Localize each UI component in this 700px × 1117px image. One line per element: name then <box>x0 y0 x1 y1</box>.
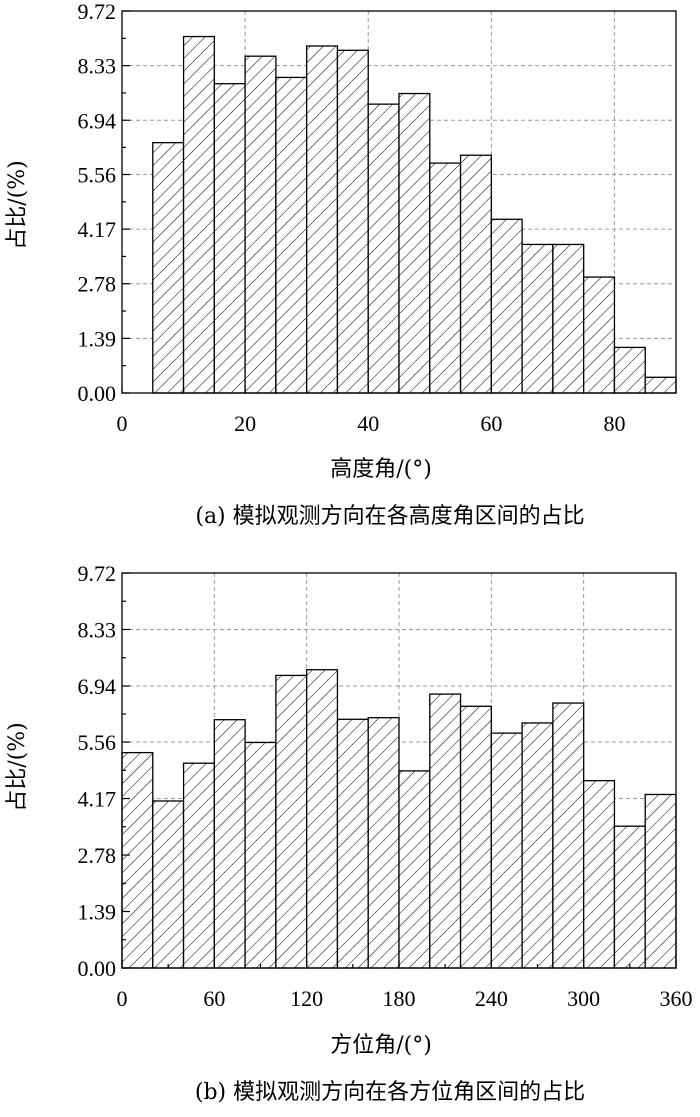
histogram-bar <box>182 762 215 969</box>
y-tick-label: 5.56 <box>78 730 117 755</box>
histogram-bar <box>613 825 646 969</box>
histogram-bar <box>244 55 277 394</box>
y-tick-label: 0.00 <box>78 381 117 406</box>
y-tick-label: 1.39 <box>78 326 117 351</box>
x-tick-label: 40 <box>357 411 379 436</box>
y-tick-label: 9.72 <box>78 0 117 24</box>
histogram-bar <box>459 705 492 969</box>
histogram-bar <box>398 92 431 394</box>
histogram-bar <box>459 154 492 394</box>
histogram-bar <box>521 243 554 394</box>
x-tick-label: 60 <box>480 411 502 436</box>
histogram-bar <box>306 45 339 394</box>
histogram-bar <box>336 718 369 969</box>
histogram-bar <box>244 741 277 969</box>
histogram-bar <box>583 780 616 969</box>
histogram-bar <box>121 751 154 969</box>
histogram-bar <box>644 376 677 394</box>
y-tick-label: 4.17 <box>78 787 117 812</box>
x-tick-label: 20 <box>234 411 256 436</box>
histogram-bar <box>398 770 431 969</box>
histogram-bar <box>367 717 400 969</box>
histogram-bar <box>490 218 523 394</box>
histogram-bar <box>490 732 523 969</box>
histogram-bar <box>521 722 554 969</box>
elevation-histogram: 0.00 1.39 2.78 4.17 5.56 6.94 8.33 9.72 0 20 40 60 8… <box>5 0 677 529</box>
histogram-bar <box>552 702 585 969</box>
x-tick-label: 0 <box>117 411 128 436</box>
y-tick-label: 1.39 <box>78 900 117 925</box>
x-tick-label: 300 <box>567 986 600 1011</box>
histogram-bar <box>367 103 400 394</box>
x-tick-label: 240 <box>475 986 508 1011</box>
x-tick-label: 360 <box>660 986 693 1011</box>
azimuth-histogram: 0.00 1.39 2.78 4.17 5.56 6.94 8.33 9.72 0 60 120 18… <box>5 562 693 1105</box>
histogram-bar <box>182 35 215 394</box>
histogram-bar <box>152 800 185 969</box>
figure-b: 0.00 1.39 2.78 4.17 5.56 6.94 8.33 9.72 0 60 120 18… <box>0 562 700 1117</box>
y-tick-label: 5.56 <box>78 162 117 187</box>
histogram-bar <box>613 346 646 394</box>
x-tick-label: 80 <box>603 411 625 436</box>
y-tick-label: 8.33 <box>78 54 117 79</box>
x-tick-label: 60 <box>203 986 225 1011</box>
y-tick-label: 2.78 <box>78 272 117 297</box>
histogram-bar <box>429 162 462 394</box>
y-tick-label: 0.00 <box>78 956 117 981</box>
y-axis-title: 占比/(%) <box>5 160 30 249</box>
histogram-bar <box>336 49 369 394</box>
histogram-bar <box>152 142 185 394</box>
y-tick-label: 2.78 <box>78 843 117 868</box>
x-axis-title: 高度角/(°) <box>330 457 432 482</box>
histogram-bar <box>213 719 246 969</box>
y-tick-label: 6.94 <box>78 108 117 133</box>
y-tick-label: 9.72 <box>78 562 117 586</box>
figure-caption: (a) 模拟观测方向在各高度角区间的占比 <box>195 504 584 529</box>
x-tick-label: 0 <box>117 986 128 1011</box>
histogram-bar <box>306 669 339 969</box>
histogram-bar <box>429 693 462 969</box>
x-tick-label: 120 <box>290 986 323 1011</box>
figure-caption: (b) 模拟观测方向在各方位角区间的占比 <box>195 1080 585 1105</box>
histogram-bar <box>644 793 677 969</box>
histogram-bar <box>583 276 616 394</box>
figure-a: 0.00 1.39 2.78 4.17 5.56 6.94 8.33 9.72 0 20 40 60 8… <box>0 0 700 545</box>
y-tick-label: 6.94 <box>78 674 117 699</box>
histogram-bar <box>275 76 308 394</box>
y-axis-title: 占比/(%) <box>5 722 30 811</box>
histogram-bar <box>552 243 585 394</box>
histogram-bar <box>213 83 246 394</box>
y-tick-label: 8.33 <box>78 617 117 642</box>
x-tick-label: 180 <box>383 986 416 1011</box>
x-axis-title: 方位角/(°) <box>330 1033 432 1058</box>
histogram-bar <box>275 674 308 969</box>
y-tick-label: 4.17 <box>78 217 117 242</box>
